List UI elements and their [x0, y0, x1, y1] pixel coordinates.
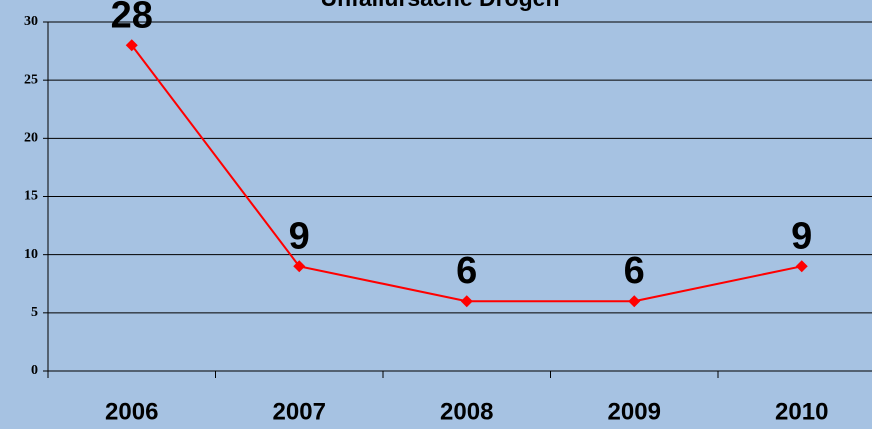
x-tick-label: 2010 — [775, 398, 828, 425]
y-tick-label: 15 — [24, 189, 38, 204]
y-tick-label: 10 — [24, 247, 38, 262]
marker — [293, 260, 306, 273]
marker — [460, 295, 473, 308]
x-tick-label: 2008 — [440, 398, 493, 425]
x-tick-label: 2009 — [608, 398, 661, 425]
y-tick-label: 5 — [31, 305, 38, 320]
x-tick-label: 2006 — [105, 398, 158, 425]
marker — [125, 39, 138, 52]
data-label: 9 — [791, 215, 812, 257]
data-label: 9 — [289, 215, 310, 257]
y-tick-label: 25 — [24, 72, 38, 87]
y-tick-label: 0 — [31, 363, 38, 378]
y-tick-label: 30 — [24, 14, 38, 29]
data-label: 6 — [624, 250, 645, 292]
chart-title: Unfallursache Drogen — [321, 0, 560, 11]
y-tick-label: 20 — [24, 131, 38, 146]
data-label: 6 — [456, 250, 477, 292]
marker — [795, 260, 808, 273]
x-tick-label: 2007 — [273, 398, 326, 425]
marker — [628, 295, 641, 308]
data-label: 28 — [111, 0, 153, 36]
